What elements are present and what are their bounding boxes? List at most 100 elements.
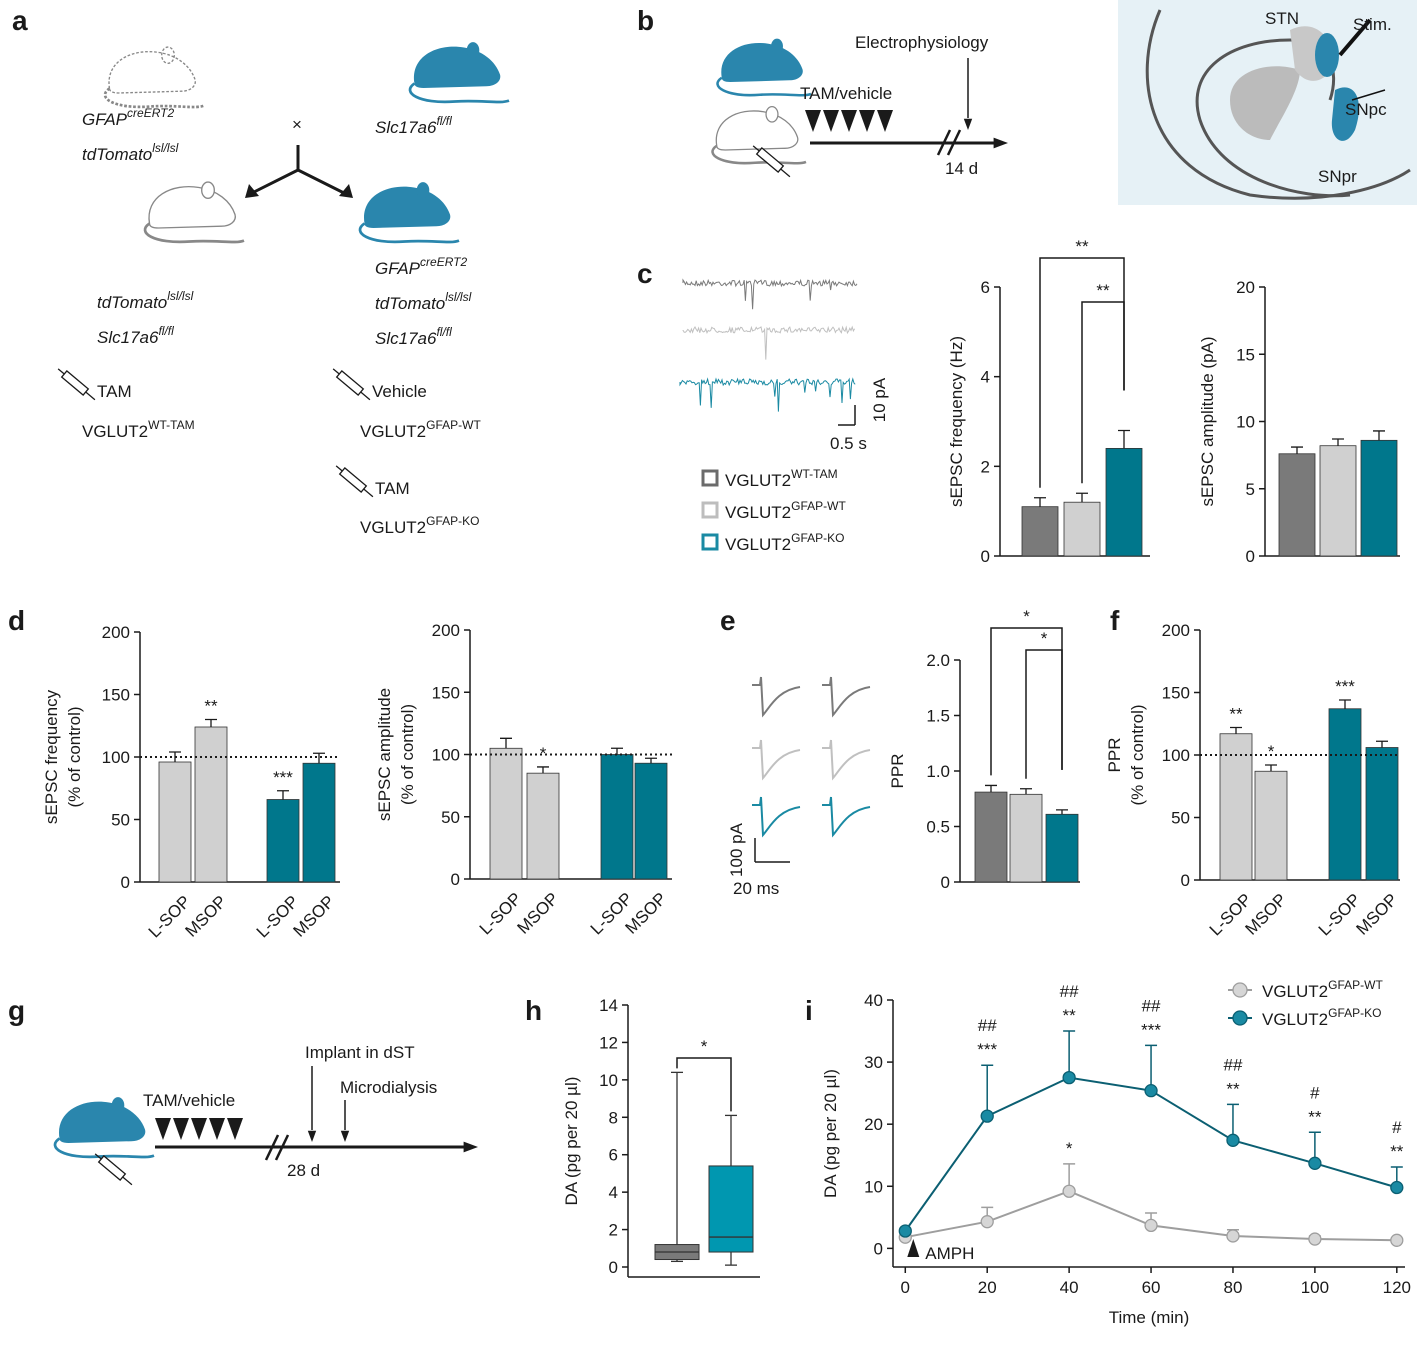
y-tick-label: 50 [1171, 809, 1190, 828]
y-tick-label: 0 [874, 1239, 883, 1258]
error-bar [1339, 699, 1351, 709]
x-tick-label: 120 [1383, 1278, 1411, 1297]
legend-label: VGLUT2WT-TAM [725, 467, 838, 490]
region-label: SNpr [1318, 167, 1357, 186]
error-bar [645, 757, 657, 764]
legend-label: VGLUT2GFAP-WT [725, 499, 846, 522]
error-bar [981, 1064, 994, 1117]
genotype: tdTomatolsl/lsl [97, 289, 194, 312]
snpc-region [1331, 87, 1359, 141]
y-tick-label: 12 [599, 1033, 618, 1052]
significance-label: ** [1075, 237, 1089, 256]
panel-letter: d [8, 605, 25, 636]
significance-label: * [701, 1037, 708, 1056]
panel-letter: i [805, 995, 813, 1026]
stim-electrode [1338, 18, 1372, 57]
error-bar [1076, 492, 1088, 503]
bar [1278, 453, 1316, 557]
event-label: AMPH [925, 1244, 974, 1263]
scale-label: 10 pA [870, 377, 889, 422]
significance-label: ** [204, 697, 218, 716]
y-axis-label: PPR [1105, 738, 1124, 773]
timeline-label: TAM/vehicle [143, 1091, 235, 1110]
injection-marker [805, 110, 821, 132]
y-tick-label: 100 [1162, 746, 1190, 765]
legend-label-sup: GFAP-WT [791, 499, 846, 513]
y-tick-label: 20 [1236, 278, 1255, 297]
y-axis-label: sEPSC frequency (Hz) [947, 336, 966, 507]
y-tick-label: 0 [451, 870, 460, 889]
significance-label: ## [1142, 996, 1161, 1015]
injection-marker [823, 110, 839, 132]
group-label-sup: WT-TAM [148, 418, 194, 432]
legend-label: VGLUT2GFAP-WT [1262, 978, 1383, 1001]
group-label-base: VGLUT2 [360, 518, 426, 537]
group-label: VGLUT2GFAP-WT [360, 418, 481, 441]
error-bar [1373, 430, 1385, 441]
genotype-sup: lsl/lsl [152, 141, 178, 155]
x-axis-label: Time (min) [1109, 1308, 1190, 1327]
genotype: Slc17a6fl/fl [97, 324, 174, 347]
legend-label-base: VGLUT2 [1262, 982, 1328, 1001]
y-axis-label: (% of control) [398, 704, 417, 805]
treatment-label: TAM [375, 479, 410, 498]
syringe-needle [360, 391, 371, 401]
timeline-break [946, 129, 962, 156]
significance-label: * [540, 744, 547, 763]
y-tick-label: 200 [1162, 621, 1190, 640]
timeline-label: Implant in dST [305, 1043, 415, 1062]
mouse-ear [111, 1097, 125, 1114]
injection-marker [877, 110, 893, 132]
group-label-base: VGLUT2 [82, 422, 148, 441]
y-axis-label: (% of control) [65, 706, 84, 807]
group-label: VGLUT2GFAP-KO [360, 514, 479, 537]
scale-label: 100 pA [727, 822, 746, 877]
y-tick-label: 0 [941, 873, 950, 892]
genotype: GFAPcreERT2 [82, 106, 174, 129]
genotype-sup: lsl/lsl [445, 290, 471, 304]
bar [600, 754, 634, 880]
y-tick-label: 100 [432, 746, 460, 765]
y-tick-label: 150 [102, 686, 130, 705]
bar [1328, 708, 1362, 881]
panel-letter: e [720, 605, 736, 636]
error-bar [1376, 740, 1388, 748]
panel-letter: f [1110, 605, 1120, 636]
syringe-icon [335, 465, 374, 498]
genotype-base: Slc17a6 [375, 118, 437, 137]
mouse-body [108, 51, 196, 94]
x-tick-label: MSOP [513, 889, 562, 938]
y-tick-label: 2 [981, 457, 990, 476]
cross-line [297, 168, 345, 195]
mouse-icon [103, 46, 205, 109]
data-point [1062, 1070, 1076, 1085]
cross-symbol: × [292, 115, 302, 134]
genotype-sup: fl/fl [158, 324, 174, 338]
data-point [1390, 1180, 1404, 1195]
trace [682, 278, 858, 310]
bar [1365, 747, 1399, 881]
significance-label: ## [1060, 982, 1079, 1001]
y-tick-label: 2.0 [926, 651, 950, 670]
genotype: Slc17a6fl/fl [375, 325, 452, 348]
significance-label: * [1041, 629, 1048, 648]
genotype-sup: fl/fl [436, 114, 452, 128]
data-point [1144, 1084, 1158, 1098]
mouse-icon [358, 182, 460, 244]
panel-letter: c [637, 258, 653, 289]
y-tick-label: 50 [441, 808, 460, 827]
injection-marker [191, 1118, 207, 1140]
bar [266, 799, 300, 883]
scale-label: 20 ms [733, 879, 779, 898]
mouse-ear [201, 181, 215, 199]
syringe-icon [752, 145, 791, 178]
mouse-tail [358, 222, 460, 244]
y-tick-label: 6 [981, 278, 990, 297]
mouse-tail [711, 144, 807, 165]
evoked-trace [752, 739, 871, 781]
genotype-base: Slc17a6 [375, 329, 437, 348]
genotype-sup: lsl/lsl [167, 289, 193, 303]
mouse-tail [143, 222, 245, 244]
group-label-sup: GFAP-KO [426, 514, 479, 528]
bar [1319, 445, 1357, 557]
